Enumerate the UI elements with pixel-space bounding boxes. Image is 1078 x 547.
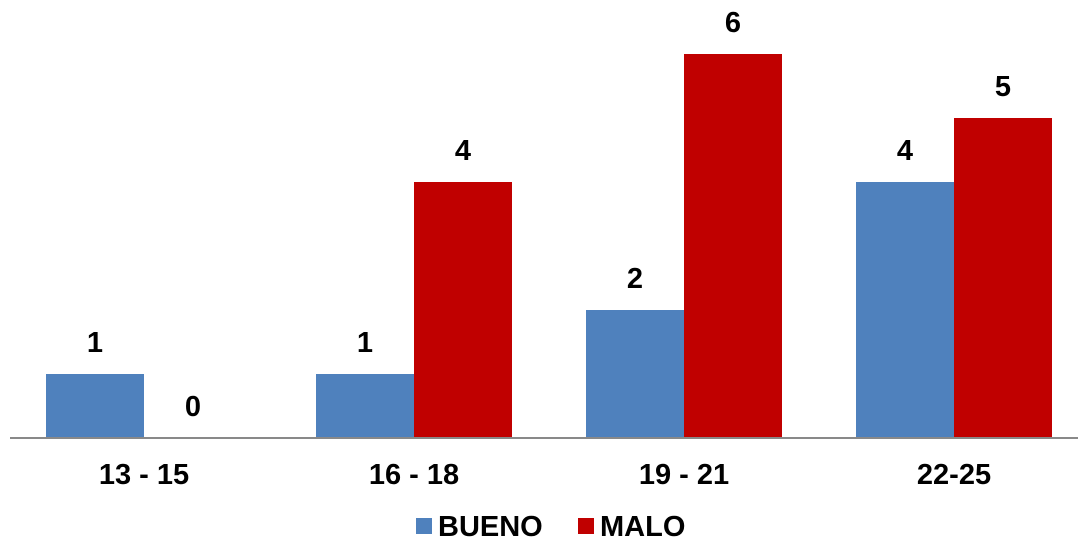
data-label-bueno-19-21: 2 (627, 263, 643, 295)
x-tick-label-13-15: 13 - 15 (99, 459, 189, 491)
data-label-malo-13-15: 0 (185, 391, 201, 423)
data-labels-group: 1 0 1 4 2 6 4 5 (87, 7, 1011, 423)
data-label-malo-19-21: 6 (725, 7, 741, 39)
bar-malo-22-25 (954, 118, 1052, 438)
data-label-malo-16-18: 4 (455, 135, 471, 167)
bar-bueno-19-21 (586, 310, 684, 438)
bar-malo-19-21 (684, 54, 782, 438)
data-label-bueno-22-25: 4 (897, 135, 913, 167)
legend-label-malo: MALO (600, 511, 685, 543)
x-tick-label-16-18: 16 - 18 (369, 459, 459, 491)
bar-bueno-13-15 (46, 374, 144, 438)
data-label-bueno-13-15: 1 (87, 327, 103, 359)
data-label-bueno-16-18: 1 (357, 327, 373, 359)
data-label-malo-22-25: 5 (995, 71, 1011, 103)
legend: BUENO MALO (416, 511, 685, 543)
bar-malo-16-18 (414, 182, 512, 438)
x-tick-label-19-21: 19 - 21 (639, 459, 729, 491)
bar-bueno-22-25 (856, 182, 954, 438)
legend-swatch-bueno (416, 518, 432, 534)
bar-bueno-16-18 (316, 374, 414, 438)
legend-swatch-malo (578, 518, 594, 534)
x-tick-labels-group: 13 - 15 16 - 18 19 - 21 22-25 (99, 459, 991, 491)
bars-group (46, 54, 1052, 438)
x-tick-label-22-25: 22-25 (917, 459, 991, 491)
legend-label-bueno: BUENO (438, 511, 543, 543)
